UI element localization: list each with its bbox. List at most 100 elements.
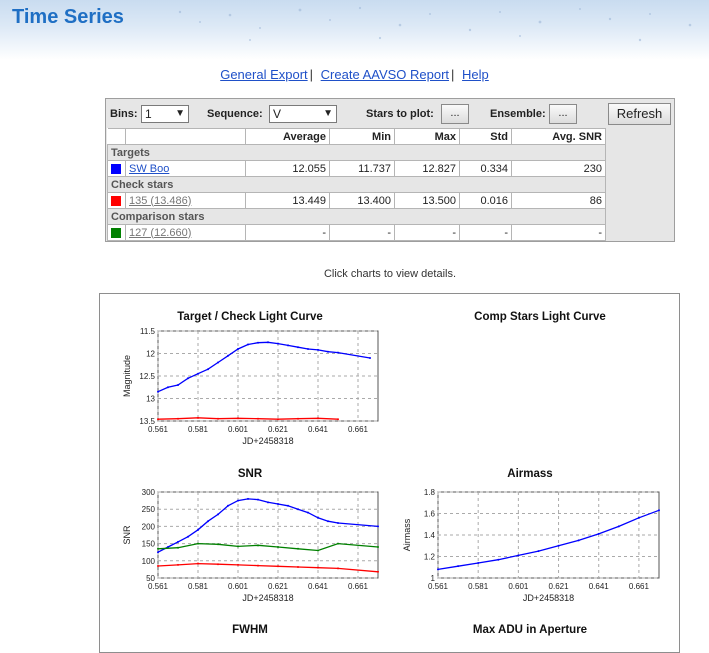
data-point <box>327 520 329 523</box>
name-cell: SW Boo <box>125 160 246 177</box>
x-tick-label: 0.661 <box>348 425 369 434</box>
green-swatch <box>111 227 121 238</box>
refresh-button[interactable]: Refresh <box>608 103 671 125</box>
y-tick-label: 200 <box>142 522 156 531</box>
data-point <box>277 342 279 345</box>
data-point <box>297 547 299 550</box>
data-point <box>437 568 439 571</box>
star-link-comp[interactable]: 127 (12.660) <box>129 226 192 239</box>
data-point <box>197 528 199 531</box>
y-axis-label: Magnitude <box>122 355 132 397</box>
avg-snr-cell: 86 <box>511 192 606 209</box>
x-tick-label: 0.581 <box>468 582 489 591</box>
ensemble-button[interactable]: ... <box>549 104 577 124</box>
red-swatch <box>111 195 121 206</box>
x-axis-label: JD+2458318 <box>242 436 293 446</box>
y-axis-label: Airmass <box>402 518 412 551</box>
data-point <box>167 386 169 389</box>
data-point <box>297 508 299 511</box>
y-tick-label: 1.4 <box>424 531 436 540</box>
swatch-cell <box>107 160 126 177</box>
data-point <box>257 498 259 501</box>
header-std: Std <box>459 128 512 145</box>
stats-table: Average Min Max Std Avg. SNR Targets SW … <box>107 128 606 241</box>
star-link-check[interactable]: 135 (13.486) <box>129 194 192 207</box>
data-point <box>658 509 660 512</box>
create-aavso-report-link[interactable]: Create AAVSO Report <box>320 67 450 82</box>
y-tick-label: 100 <box>142 557 156 566</box>
data-point <box>197 416 199 419</box>
data-point <box>257 341 259 344</box>
general-export-link[interactable]: General Export <box>220 67 308 82</box>
data-point <box>337 521 339 524</box>
comp-stars-title: Comp Stars Light Curve <box>474 311 606 323</box>
star-link-target[interactable]: SW Boo <box>129 162 170 175</box>
y-tick-label: 1 <box>431 574 436 583</box>
x-tick-label: 0.641 <box>308 425 329 434</box>
data-point <box>277 503 279 506</box>
bins-select[interactable]: 1 ▼ <box>141 105 189 123</box>
data-point <box>217 543 219 546</box>
header-max: Max <box>394 128 460 145</box>
average-cell: 12.055 <box>245 160 330 177</box>
max-cell: 12.827 <box>394 160 460 177</box>
data-point <box>597 532 600 535</box>
sequence-select[interactable]: V ▼ <box>269 105 337 123</box>
data-point <box>497 558 500 561</box>
data-point <box>157 551 159 554</box>
controls-row: Bins: 1 ▼ Sequence: V ▼ Stars to plot: .… <box>106 99 674 129</box>
fwhm-title: FWHM <box>232 624 268 636</box>
data-point <box>377 525 379 528</box>
average-cell: - <box>245 224 330 241</box>
max-cell: - <box>394 224 460 241</box>
table-row: 127 (12.660) - - - - - <box>107 224 606 241</box>
max-cell: 13.500 <box>394 192 460 209</box>
min-cell: 13.400 <box>329 192 395 209</box>
min-cell: 11.737 <box>329 160 395 177</box>
data-point <box>157 418 159 421</box>
help-link[interactable]: Help <box>462 67 489 82</box>
data-point <box>297 417 299 420</box>
data-point <box>167 546 169 549</box>
data-point <box>237 348 239 350</box>
data-point <box>197 562 199 565</box>
stars-to-plot-label: Stars to plot: <box>366 108 434 120</box>
snr-chart[interactable]: 0.561 0.581 0.601 0.621 0.641 0.661 50 100 150 20… <box>108 484 388 614</box>
group-row: Check stars <box>107 176 606 193</box>
data-point <box>207 368 209 371</box>
avg-snr-cell: - <box>511 224 606 241</box>
charts-panel: Target / Check Light Curve Comp Stars Li… <box>99 293 680 653</box>
data-point <box>217 513 219 516</box>
y-tick-label: 11.5 <box>140 327 156 336</box>
data-point <box>337 351 339 354</box>
data-point <box>317 417 319 420</box>
light-curve-chart[interactable]: 0.561 0.581 0.601 0.621 0.641 0.661 11.5 12 12.5… <box>108 326 388 456</box>
data-point <box>337 542 339 545</box>
data-point <box>369 357 371 359</box>
stars-to-plot-button[interactable]: ... <box>441 104 469 124</box>
data-point <box>237 545 239 548</box>
y-tick-label: 1.8 <box>424 488 436 497</box>
data-point <box>637 516 640 519</box>
table-row: 135 (13.486) 13.449 13.400 13.500 0.016 … <box>107 192 606 209</box>
airmass-chart[interactable]: 0.561 0.581 0.601 0.621 0.641 0.661 1 1.2 1.4 1.6… <box>388 484 678 614</box>
x-tick-label: 0.661 <box>629 582 650 591</box>
data-point <box>237 417 239 420</box>
data-point <box>247 497 249 500</box>
x-tick-label: 0.641 <box>589 582 610 591</box>
min-cell: - <box>329 224 395 241</box>
banner-decoration <box>178 6 692 42</box>
data-point <box>187 377 189 380</box>
snr-title: SNR <box>237 468 263 480</box>
data-point <box>337 418 339 421</box>
data-point <box>307 511 309 514</box>
max-adu-title: Max ADU in Aperture <box>472 624 588 636</box>
header-average: Average <box>245 128 330 145</box>
y-tick-label: 300 <box>142 488 156 497</box>
data-point <box>377 546 379 549</box>
data-point <box>317 348 319 351</box>
nav-links: General Export | Create AAVSO Report | Hel… <box>0 67 709 82</box>
header-avg-snr: Avg. SNR <box>511 128 606 145</box>
x-tick-label: 0.581 <box>188 582 209 591</box>
sequence-value: V <box>273 107 282 121</box>
